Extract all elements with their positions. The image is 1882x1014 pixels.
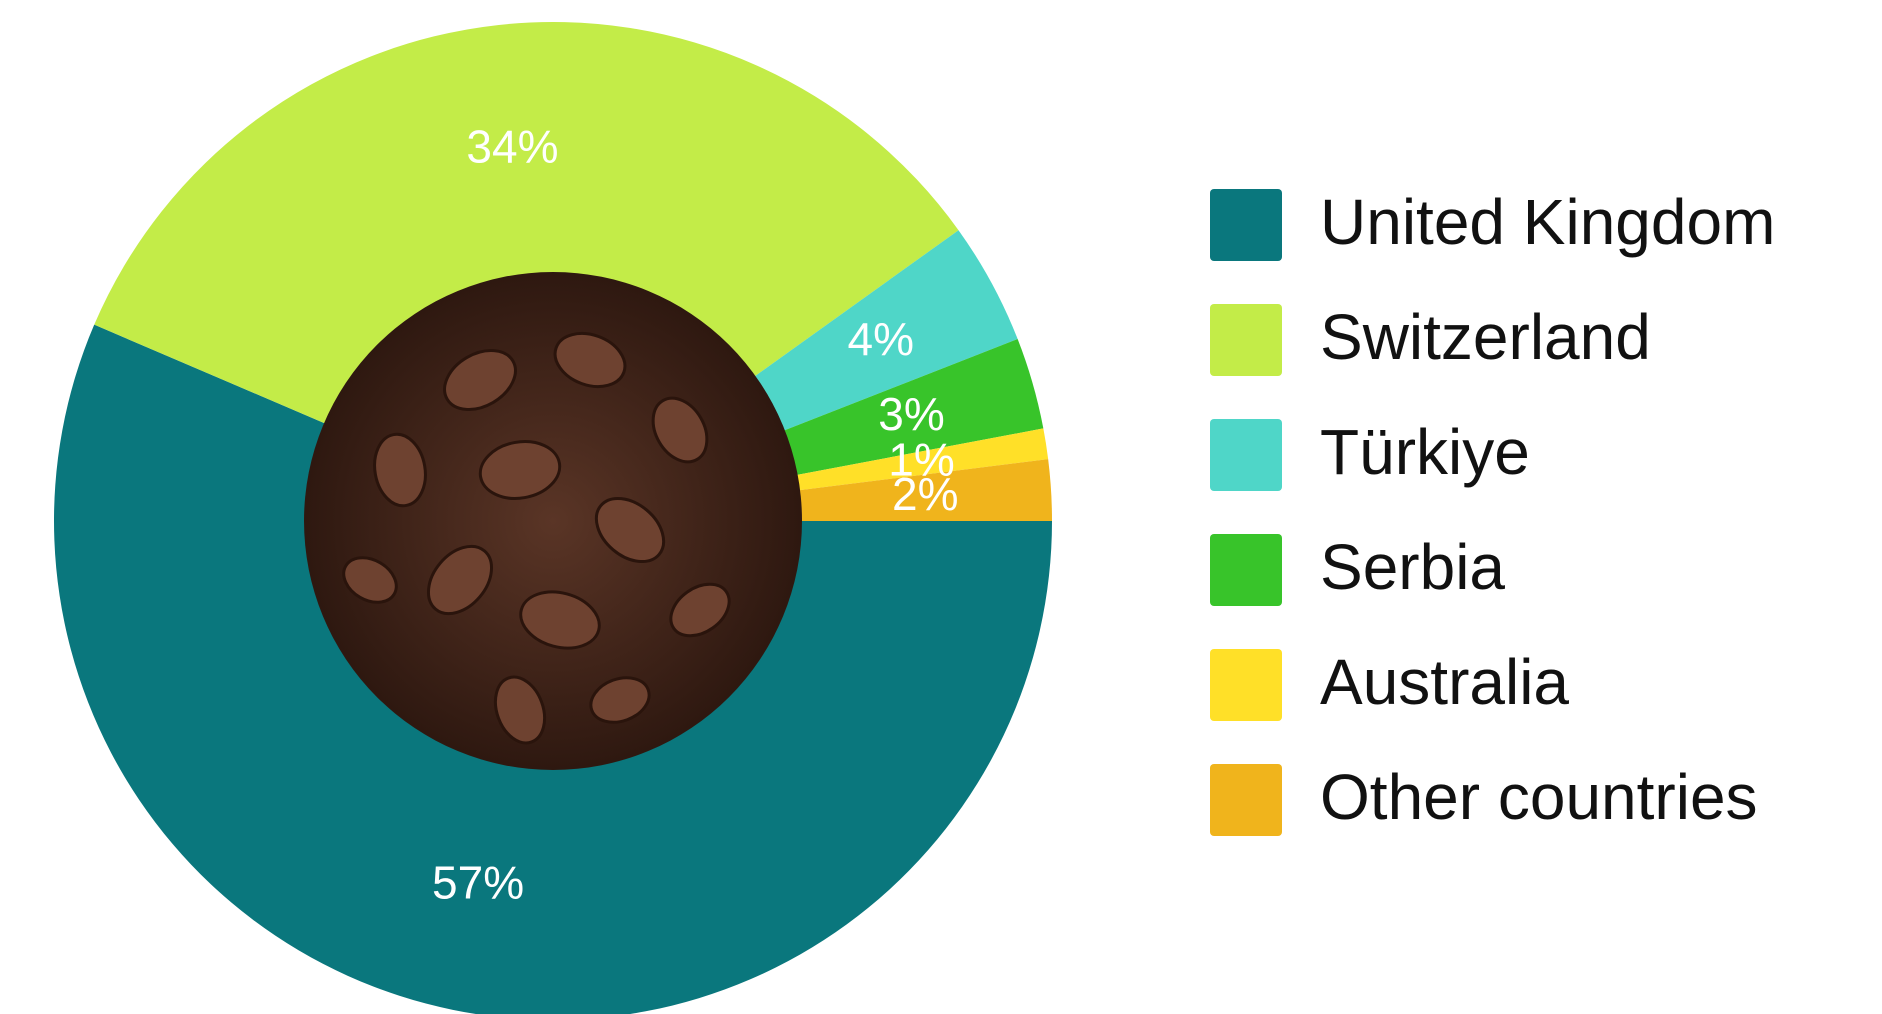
legend-swatch	[1210, 189, 1282, 261]
legend-swatch	[1210, 419, 1282, 491]
legend-label: Switzerland	[1320, 301, 1651, 373]
legend-label: Türkiye	[1320, 416, 1530, 488]
legend-label: Australia	[1320, 646, 1569, 718]
legend-swatch	[1210, 764, 1282, 836]
legend: United Kingdom Switzerland Türkiye Serbia Au…	[1210, 186, 1775, 836]
data-labels: 57% 34% 4% 3%1%2%	[432, 120, 958, 908]
legend-label: United Kingdom	[1320, 186, 1775, 258]
legend-swatch	[1210, 304, 1282, 376]
data-label: 1%	[888, 433, 954, 485]
data-label: 2%	[892, 468, 958, 520]
legend-label: Other countries	[1320, 761, 1758, 833]
data-label: 3%	[878, 388, 944, 440]
legend-label: Serbia	[1320, 531, 1505, 603]
pie-slice	[94, 21, 959, 522]
legend-swatch	[1210, 534, 1282, 606]
data-label: 57%	[432, 857, 524, 909]
coffee-beans-image	[304, 272, 802, 770]
data-label: 4%	[848, 313, 914, 365]
data-label: 34%	[466, 120, 558, 172]
legend-swatch	[1210, 649, 1282, 721]
